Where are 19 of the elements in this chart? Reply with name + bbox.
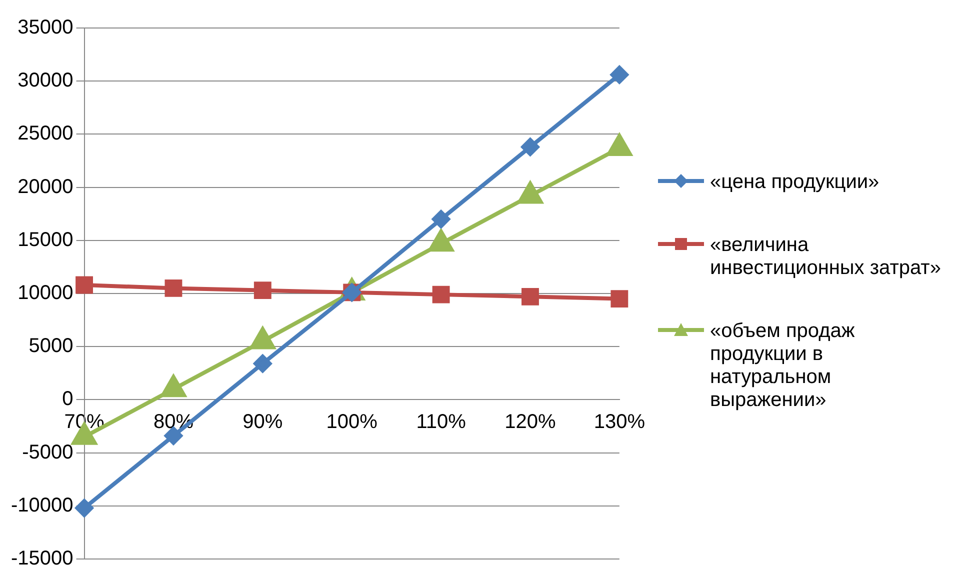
y-tick-label: 30000 (18, 70, 74, 92)
y-tick-label: 20000 (18, 176, 74, 198)
y-tick-label: 5000 (28, 335, 74, 358)
y-tick-label: 0 (62, 388, 74, 410)
legend-label: «цена продукции» (710, 171, 880, 194)
x-tick-label: 100% (326, 411, 378, 434)
legend-label: «объем продаж продукции в натуральном выражении» (710, 320, 856, 412)
x-tick-label: 110% (416, 411, 466, 434)
y-tick-label: 25000 (18, 122, 74, 145)
x-tick-label: 90% (242, 411, 283, 434)
x-tick-label: 130% (594, 411, 646, 434)
y-tick-label: 15000 (18, 228, 74, 251)
y-tick-label: -5000 (22, 441, 74, 464)
y-tick-label: -15000 (10, 548, 74, 570)
y-tick-label: 10000 (18, 282, 74, 304)
y-tick-label: -10000 (10, 494, 74, 516)
x-tick-label: 120% (504, 411, 556, 434)
legend-label: «величина инвестиционных затрат» (710, 234, 942, 280)
y-tick-label: 35000 (18, 16, 74, 39)
